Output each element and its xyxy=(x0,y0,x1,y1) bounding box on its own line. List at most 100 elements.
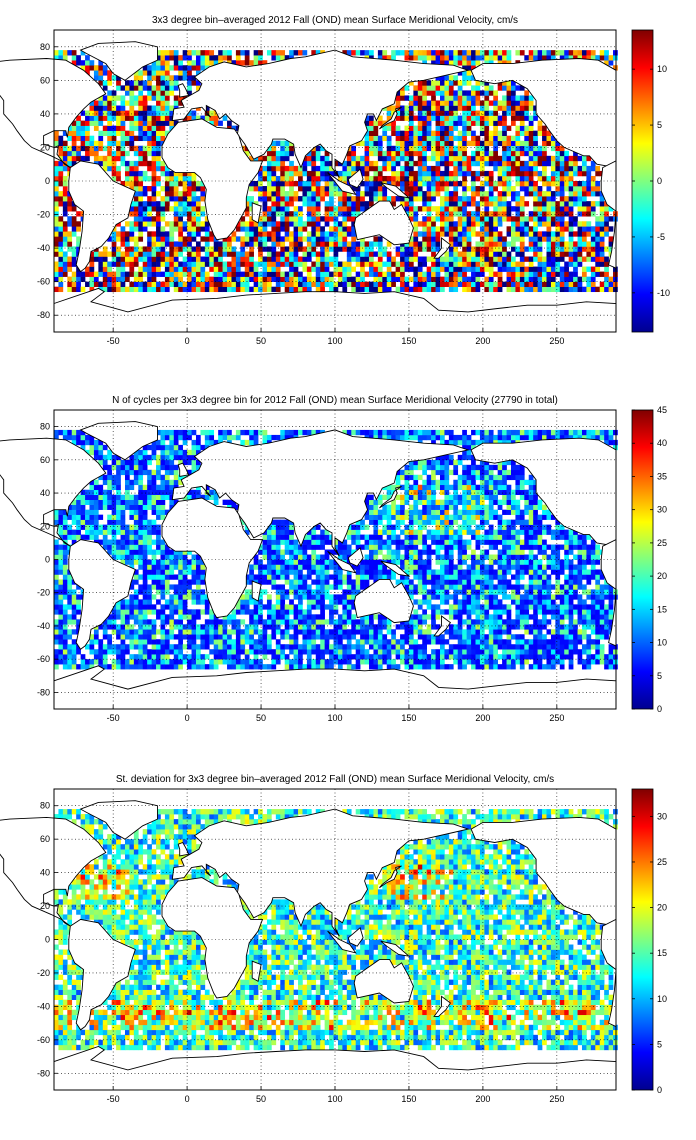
heatmap-cell xyxy=(533,155,538,162)
heatmap-cell xyxy=(564,246,569,252)
heatmap-cell xyxy=(555,50,561,56)
heatmap-cell xyxy=(360,165,365,172)
heatmap-cell xyxy=(147,459,152,466)
heatmap-cell xyxy=(413,140,419,147)
heatmap-cell xyxy=(377,246,383,252)
heatmap-cell xyxy=(266,544,272,550)
heatmap-cell xyxy=(173,624,179,630)
heatmap-cell xyxy=(173,191,179,197)
heatmap-cell xyxy=(209,664,215,670)
heatmap-cell xyxy=(107,469,112,476)
heatmap-cell xyxy=(373,125,379,131)
heatmap-cell xyxy=(191,644,197,650)
heatmap-cell xyxy=(235,281,241,287)
heatmap-cell xyxy=(93,659,99,665)
heatmap-cell xyxy=(346,241,352,247)
heatmap-cell xyxy=(111,251,117,257)
heatmap-cell xyxy=(519,286,525,293)
heatmap-cell xyxy=(160,429,166,436)
heatmap-cell xyxy=(528,120,534,126)
heatmap-cell xyxy=(488,120,494,126)
heatmap-cell xyxy=(178,624,183,630)
heatmap-cell xyxy=(293,241,299,247)
heatmap-cell xyxy=(67,231,73,237)
heatmap-cell xyxy=(195,644,201,650)
heatmap-cell xyxy=(586,201,592,207)
heatmap-cell xyxy=(200,181,206,187)
heatmap-cell xyxy=(129,464,135,471)
heatmap-cell xyxy=(311,181,317,187)
heatmap-cell xyxy=(404,130,410,136)
heatmap-cell xyxy=(289,286,294,293)
heatmap-cell xyxy=(298,256,303,262)
heatmap-cell xyxy=(213,439,219,446)
heatmap-cell xyxy=(413,241,419,247)
heatmap-cell xyxy=(102,539,108,545)
heatmap-cell xyxy=(54,629,59,635)
heatmap-cell xyxy=(559,226,565,232)
heatmap-cell xyxy=(138,544,144,550)
heatmap-cell xyxy=(293,256,299,262)
heatmap-cell xyxy=(346,165,352,172)
heatmap-cell xyxy=(475,110,481,116)
heatmap-cell xyxy=(355,256,361,262)
heatmap-cell xyxy=(156,539,161,545)
heatmap-cell xyxy=(484,211,490,217)
heatmap-cell xyxy=(173,226,179,232)
heatmap-cell xyxy=(244,251,250,257)
heatmap-cell xyxy=(67,629,73,635)
heatmap-cell xyxy=(187,80,192,86)
heatmap-cell xyxy=(555,160,561,167)
heatmap-cell xyxy=(89,649,95,655)
heatmap-cell xyxy=(107,634,112,640)
heatmap-cell xyxy=(613,271,618,277)
heatmap-cell xyxy=(377,150,383,157)
heatmap-cell xyxy=(440,60,445,66)
heatmap-cell xyxy=(302,201,308,207)
heatmap-cell xyxy=(151,619,157,625)
heatmap-cell xyxy=(71,434,77,441)
heatmap-cell xyxy=(200,444,206,451)
heatmap-cell xyxy=(360,155,365,162)
heatmap-cell xyxy=(417,271,423,277)
heatmap-cell xyxy=(209,434,215,441)
heatmap-cell xyxy=(462,150,467,157)
heatmap-cell xyxy=(528,191,534,197)
heatmap-cell xyxy=(444,135,450,142)
heatmap-cell xyxy=(613,281,618,287)
heatmap-cell xyxy=(218,629,223,635)
heatmap-cell xyxy=(590,175,596,182)
heatmap-cell xyxy=(528,286,534,293)
gridlines xyxy=(54,30,616,332)
heatmap-cell xyxy=(448,256,454,262)
heatmap-cell xyxy=(187,459,192,466)
heatmap-cell xyxy=(413,246,419,252)
heatmap-cell xyxy=(129,644,135,650)
heatmap-cell xyxy=(240,216,246,222)
heatmap-cell xyxy=(488,110,494,116)
heatmap-cell xyxy=(151,201,157,207)
heatmap-cell xyxy=(275,281,281,287)
heatmap-cell xyxy=(156,231,161,237)
heatmap-cell xyxy=(156,504,161,510)
heatmap-cell xyxy=(457,181,463,187)
heatmap-cell xyxy=(258,170,263,177)
heatmap-cell xyxy=(475,206,481,212)
heatmap-cell xyxy=(191,574,197,580)
heatmap-cell xyxy=(209,429,215,436)
heatmap-cell xyxy=(133,261,139,267)
heatmap-cell xyxy=(182,271,188,277)
heatmap-cell xyxy=(235,649,241,655)
heatmap-cell xyxy=(222,619,228,625)
heatmap-cell xyxy=(284,55,290,61)
heatmap-cell xyxy=(275,236,281,242)
heatmap-cell xyxy=(178,609,183,615)
heatmap-cell xyxy=(76,60,81,66)
heatmap-cell xyxy=(404,155,410,162)
heatmap-cell xyxy=(89,434,95,441)
heatmap-cell xyxy=(116,529,121,535)
heatmap-cell xyxy=(138,584,144,590)
heatmap-cell xyxy=(244,60,250,66)
heatmap-cell xyxy=(204,629,210,635)
heatmap-cell xyxy=(178,100,183,106)
